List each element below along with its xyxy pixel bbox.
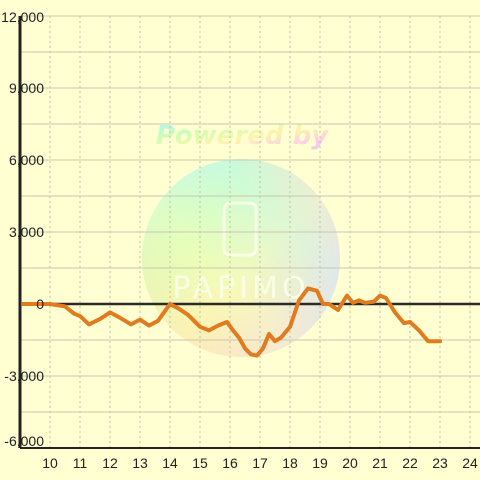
y-tick-label: 3,000 [9, 224, 44, 240]
axes [18, 16, 480, 449]
grid [20, 15, 480, 449]
y-tick-label: -6,000 [4, 433, 44, 449]
watermark-logo-text: PAPIMO [172, 271, 309, 306]
series-line [21, 286, 442, 358]
x-tick-label: 10 [42, 455, 58, 471]
tick-labels: 12,000 9,000 6,000 3,000 0 -3,000 -6,000 10 11 12… [1, 9, 478, 471]
x-tick-label: 15 [192, 455, 208, 471]
watermark: PAPIMO Powered by [142, 121, 340, 357]
x-tick-label: 18 [282, 455, 298, 471]
watermark-powered-by: Powered by [156, 121, 329, 151]
x-tick-label: 21 [372, 455, 388, 471]
y-tick-label: 9,000 [9, 80, 44, 96]
x-tick-label: 16 [222, 455, 238, 471]
y-tick-label: 0 [36, 296, 44, 312]
y-tick-label: 12,000 [1, 9, 44, 25]
y-tick-label: 6,000 [9, 152, 44, 168]
y-tick-label: -3,000 [4, 368, 44, 384]
x-tick-label: 20 [342, 455, 358, 471]
series-layer [21, 286, 442, 358]
x-tick-label: 12 [102, 455, 118, 471]
x-tick-label: 13 [132, 455, 148, 471]
x-tick-label: 17 [252, 455, 268, 471]
x-tick-label: 19 [312, 455, 328, 471]
x-tick-label: 23 [432, 455, 448, 471]
x-tick-label: 14 [162, 455, 178, 471]
x-tick-label: 22 [402, 455, 418, 471]
x-tick-label: 11 [73, 455, 88, 471]
x-tick-label: 24 [462, 455, 478, 471]
